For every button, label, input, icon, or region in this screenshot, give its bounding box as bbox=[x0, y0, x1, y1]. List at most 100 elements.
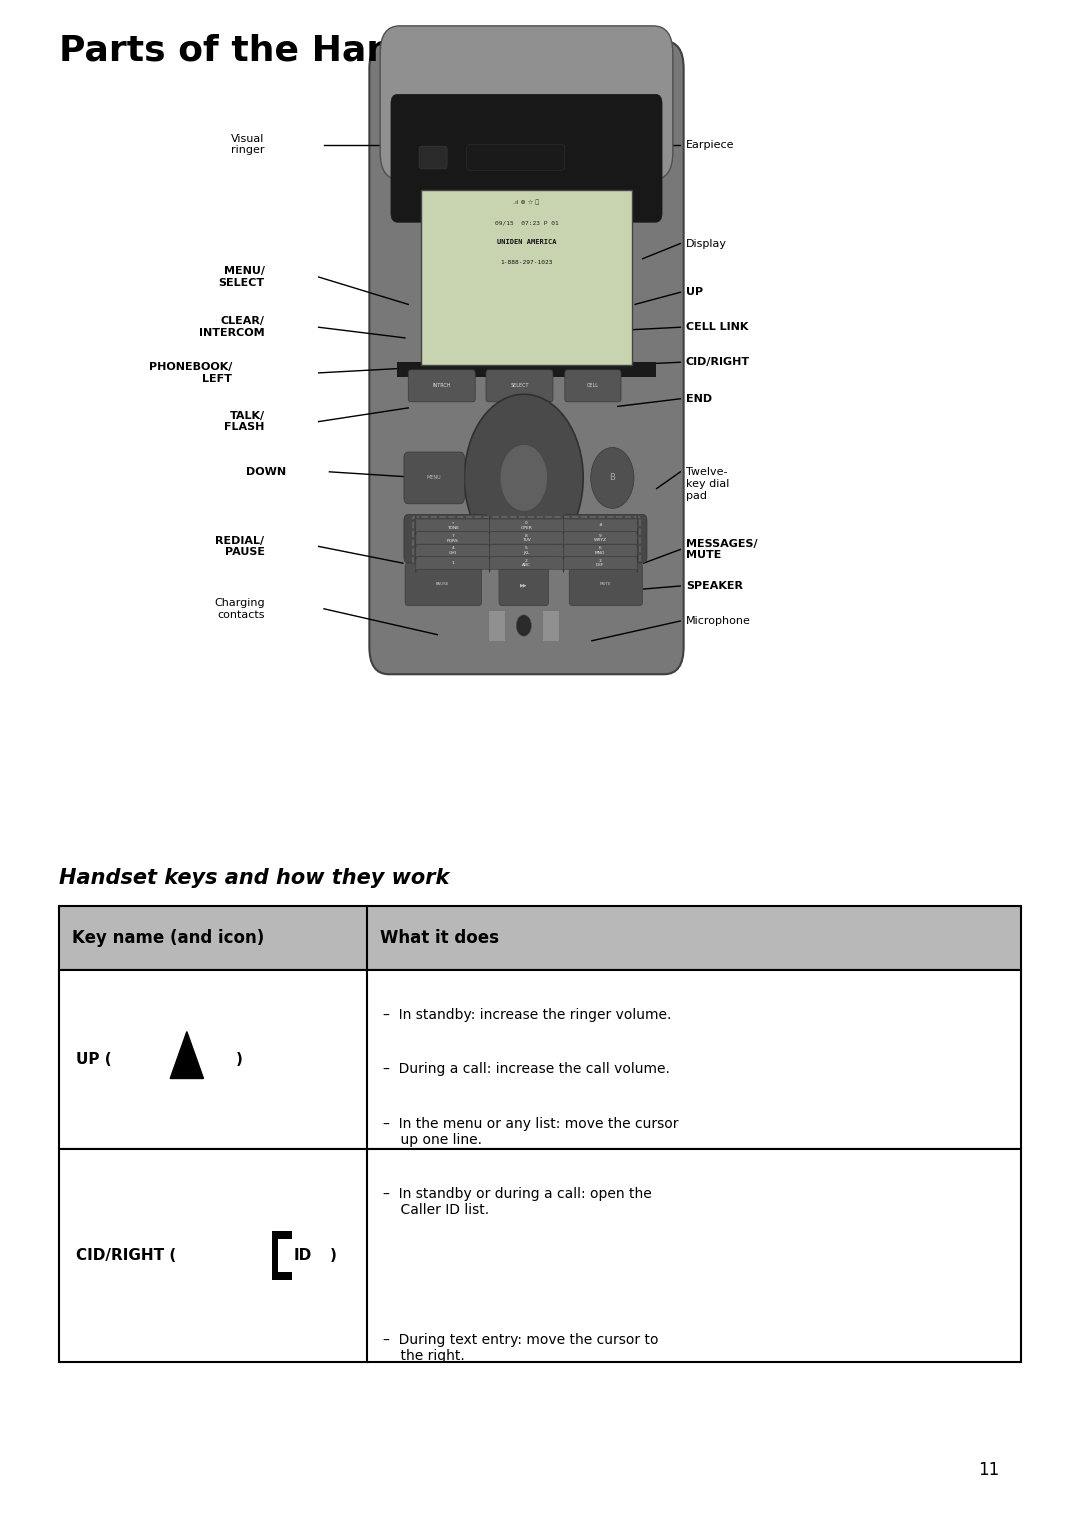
Text: SELECT: SELECT bbox=[510, 384, 529, 388]
Text: –  During a call: increase the call volume.: – During a call: increase the call volum… bbox=[383, 1062, 671, 1076]
Text: Twelve-
key dial
pad: Twelve- key dial pad bbox=[686, 467, 729, 501]
Text: UNIDEN AMERICA: UNIDEN AMERICA bbox=[497, 239, 556, 245]
Text: CELL LINK: CELL LINK bbox=[686, 323, 748, 332]
Text: PAUSE: PAUSE bbox=[436, 583, 449, 586]
Text: TALK/
FLASH: TALK/ FLASH bbox=[225, 411, 265, 432]
Text: #: # bbox=[598, 524, 603, 527]
Text: .ıl ⊗ ☆ ⓘ: .ıl ⊗ ☆ ⓘ bbox=[513, 199, 540, 205]
FancyBboxPatch shape bbox=[419, 146, 447, 169]
FancyBboxPatch shape bbox=[404, 514, 488, 563]
Text: CID/RIGHT (: CID/RIGHT ( bbox=[76, 1248, 176, 1263]
Text: END: END bbox=[686, 394, 712, 403]
Text: –  During text entry: move the cursor to
    the right.: – During text entry: move the cursor to … bbox=[383, 1333, 659, 1364]
FancyBboxPatch shape bbox=[489, 516, 564, 534]
FancyBboxPatch shape bbox=[408, 370, 475, 402]
Text: CID/RIGHT: CID/RIGHT bbox=[686, 358, 750, 367]
Bar bbox=[59, 906, 1021, 970]
Text: 7
PQRS: 7 PQRS bbox=[447, 534, 459, 542]
Text: UP: UP bbox=[686, 288, 703, 297]
Text: ): ) bbox=[235, 1052, 242, 1067]
Text: MENU: MENU bbox=[427, 475, 442, 481]
FancyBboxPatch shape bbox=[416, 528, 489, 548]
Text: 6
MNO: 6 MNO bbox=[595, 546, 606, 554]
FancyBboxPatch shape bbox=[380, 26, 673, 180]
Text: Earpiece: Earpiece bbox=[686, 140, 734, 149]
Bar bbox=[413, 517, 640, 565]
Text: Parts of the Handset: Parts of the Handset bbox=[59, 33, 482, 67]
Circle shape bbox=[591, 447, 634, 508]
FancyBboxPatch shape bbox=[564, 516, 637, 534]
FancyBboxPatch shape bbox=[569, 563, 643, 606]
Text: 3
DEF: 3 DEF bbox=[596, 559, 605, 568]
FancyBboxPatch shape bbox=[564, 542, 637, 560]
FancyBboxPatch shape bbox=[564, 554, 637, 572]
Text: Key name (and icon): Key name (and icon) bbox=[72, 928, 265, 947]
Text: CLEAR/
INTERCOM: CLEAR/ INTERCOM bbox=[199, 317, 265, 338]
Text: 4
GHI: 4 GHI bbox=[449, 546, 457, 554]
Text: INTRCH: INTRCH bbox=[432, 384, 451, 388]
FancyBboxPatch shape bbox=[489, 542, 564, 560]
Text: Visual
ringer: Visual ringer bbox=[231, 134, 265, 155]
Text: 8
TUV: 8 TUV bbox=[522, 534, 531, 542]
Text: END: END bbox=[599, 536, 610, 542]
Text: CELL: CELL bbox=[586, 384, 599, 388]
FancyBboxPatch shape bbox=[489, 528, 564, 548]
Bar bbox=[59, 1149, 1021, 1362]
Text: MESSAGES/
MUTE: MESSAGES/ MUTE bbox=[686, 539, 757, 560]
Polygon shape bbox=[171, 1032, 203, 1079]
Text: Display: Display bbox=[686, 239, 727, 248]
Text: 9
WXYZ: 9 WXYZ bbox=[594, 534, 607, 542]
Text: UP (: UP ( bbox=[76, 1052, 111, 1067]
FancyBboxPatch shape bbox=[564, 528, 637, 548]
Bar bbox=[488, 610, 505, 641]
FancyBboxPatch shape bbox=[565, 370, 621, 402]
Text: Β: Β bbox=[609, 473, 616, 482]
FancyBboxPatch shape bbox=[369, 41, 684, 674]
FancyBboxPatch shape bbox=[405, 563, 482, 606]
Text: What it does: What it does bbox=[380, 928, 499, 947]
Bar bbox=[272, 1231, 292, 1239]
Text: DOWN: DOWN bbox=[246, 467, 286, 476]
FancyBboxPatch shape bbox=[486, 370, 553, 402]
Text: MENU/
SELECT: MENU/ SELECT bbox=[218, 266, 265, 288]
Text: –  In the menu or any list: move the cursor
    up one line.: – In the menu or any list: move the curs… bbox=[383, 1117, 679, 1148]
Bar bbox=[272, 1272, 292, 1280]
Circle shape bbox=[500, 444, 548, 511]
Text: 2
ABC: 2 ABC bbox=[522, 559, 531, 568]
Text: Microphone: Microphone bbox=[686, 616, 751, 626]
FancyBboxPatch shape bbox=[563, 514, 647, 563]
Bar bbox=[59, 970, 1021, 1149]
Text: MUTE: MUTE bbox=[600, 583, 611, 586]
FancyBboxPatch shape bbox=[467, 145, 565, 170]
Text: 5
JKL: 5 JKL bbox=[524, 546, 529, 554]
Text: 1: 1 bbox=[451, 562, 454, 565]
Text: –  In standby or during a call: open the
    Caller ID list.: – In standby or during a call: open the … bbox=[383, 1187, 652, 1218]
Circle shape bbox=[464, 394, 583, 562]
FancyBboxPatch shape bbox=[416, 554, 489, 572]
FancyBboxPatch shape bbox=[391, 94, 662, 222]
Text: Charging
contacts: Charging contacts bbox=[214, 598, 265, 619]
Text: *
TONE: * TONE bbox=[447, 521, 459, 530]
Text: 11: 11 bbox=[977, 1461, 999, 1479]
Circle shape bbox=[516, 615, 531, 636]
FancyBboxPatch shape bbox=[404, 452, 464, 504]
Text: REDIAL/
PAUSE: REDIAL/ PAUSE bbox=[216, 536, 265, 557]
Text: ): ) bbox=[329, 1248, 336, 1263]
Text: 0
OPER: 0 OPER bbox=[521, 521, 532, 530]
Text: 09/15  07:23 P 01: 09/15 07:23 P 01 bbox=[495, 221, 558, 225]
Text: –  In standby: increase the ringer volume.: – In standby: increase the ringer volume… bbox=[383, 1008, 672, 1021]
Text: PHONEBOOK/
LEFT: PHONEBOOK/ LEFT bbox=[149, 362, 232, 384]
FancyBboxPatch shape bbox=[416, 542, 489, 560]
Text: ID: ID bbox=[294, 1248, 312, 1263]
Text: ▶▶: ▶▶ bbox=[521, 581, 527, 587]
FancyBboxPatch shape bbox=[499, 563, 549, 606]
Bar bbox=[542, 610, 559, 641]
Text: Handset keys and how they work: Handset keys and how they work bbox=[59, 868, 449, 887]
Text: TALK: TALK bbox=[440, 536, 453, 542]
Bar bbox=[397, 362, 656, 377]
Text: 1-888-297-1023: 1-888-297-1023 bbox=[500, 260, 553, 265]
FancyBboxPatch shape bbox=[489, 554, 564, 572]
Bar bbox=[272, 1231, 278, 1280]
Text: SPEAKER: SPEAKER bbox=[686, 581, 743, 591]
FancyBboxPatch shape bbox=[416, 516, 489, 534]
